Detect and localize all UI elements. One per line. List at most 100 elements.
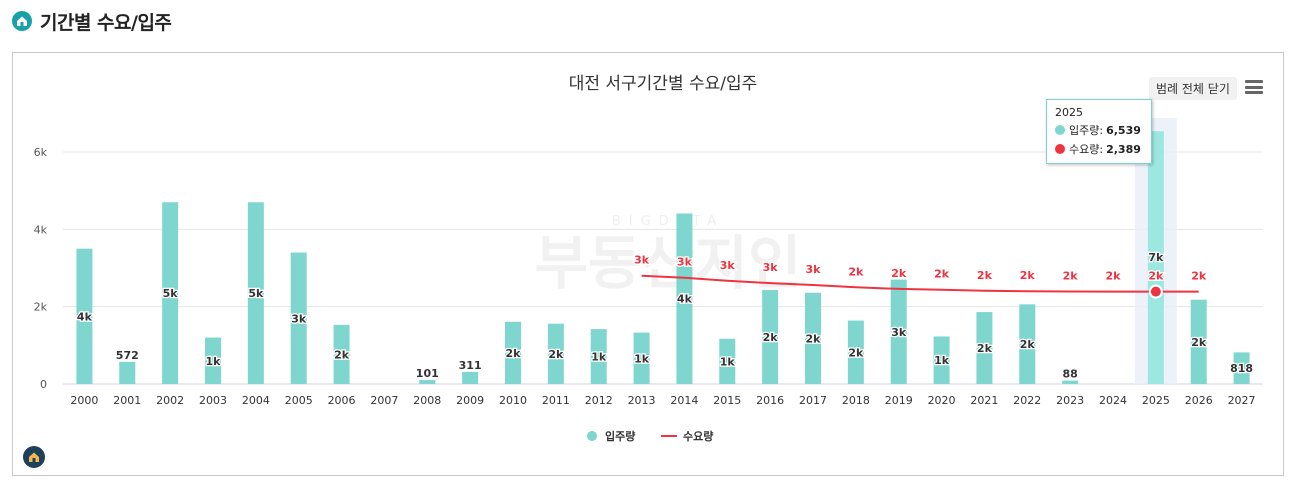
supply-bar (1062, 380, 1079, 384)
x-tick-label: 2010 (499, 394, 527, 407)
supply-data-label: 5k (248, 287, 264, 300)
brand-logo-icon[interactable] (23, 446, 45, 468)
hamburger-menu-icon[interactable] (1245, 80, 1263, 94)
supply-bar (462, 371, 479, 384)
x-tick-label: 2023 (1056, 394, 1084, 407)
tooltip-demand-value: 2,389 (1106, 142, 1141, 156)
supply-data-label: 1k (634, 352, 650, 365)
supply-bar (333, 324, 350, 384)
x-tick-label: 2018 (842, 394, 870, 407)
demand-data-label: 3k (763, 261, 779, 274)
x-tick-label: 2002 (156, 394, 184, 407)
supply-data-label: 5k (163, 287, 179, 300)
x-tick-label: 2006 (328, 394, 356, 407)
supply-bar (1019, 304, 1036, 384)
y-tick-label: 2k (34, 301, 48, 314)
x-tick-label: 2013 (628, 394, 656, 407)
supply-bar (247, 202, 264, 384)
supply-data-label: 2k (763, 331, 779, 344)
demand-data-label: 2k (848, 265, 864, 278)
supply-bar (547, 323, 564, 384)
page-header: 기간별 수요/입주 (12, 8, 172, 34)
supply-data-label: 2k (1191, 336, 1207, 349)
x-tick-label: 2026 (1185, 394, 1213, 407)
supply-bar (976, 312, 993, 384)
supply-bar (762, 290, 779, 384)
demand-data-label: 3k (720, 259, 736, 272)
demand-data-label: 2k (1148, 270, 1164, 283)
supply-data-label: 2k (977, 342, 993, 355)
x-tick-label: 2019 (885, 394, 913, 407)
demand-data-label: 3k (806, 263, 822, 276)
home-icon (12, 11, 32, 31)
y-tick-label: 6k (34, 146, 48, 159)
page-title: 기간별 수요/입주 (40, 11, 172, 34)
demand-data-label: 3k (634, 254, 650, 267)
supply-bar (76, 248, 93, 384)
tooltip-row-demand: 수요량: 2,389 (1055, 141, 1143, 157)
supply-bar (1233, 352, 1250, 384)
y-tick-label: 0 (40, 378, 47, 391)
supply-bar (847, 320, 864, 384)
supply-bar (676, 213, 693, 384)
supply-bar (290, 252, 307, 384)
x-tick-label: 2007 (370, 394, 398, 407)
tooltip-row-supply: 입주량: 6,539 (1055, 122, 1143, 138)
supply-bar (1147, 131, 1164, 384)
tooltip-supply-value: 6,539 (1106, 123, 1141, 137)
supply-data-label: 311 (459, 359, 482, 372)
x-tick-label: 2022 (1013, 394, 1041, 407)
supply-data-label: 1k (206, 355, 222, 368)
demand-data-label: 2k (1063, 270, 1079, 283)
supply-data-label: 4k (677, 293, 693, 306)
demand-line (641, 274, 1199, 293)
demand-data-label: 2k (1191, 270, 1207, 283)
supply-data-label: 2k (1020, 338, 1036, 351)
supply-bar (1190, 299, 1207, 384)
supply-bar (633, 332, 650, 384)
supply-bar (719, 338, 736, 384)
x-tick-label: 2025 (1142, 394, 1170, 407)
demand-dot-icon (1055, 144, 1065, 154)
x-tick-label: 2020 (928, 394, 956, 407)
x-tick-label: 2008 (413, 394, 441, 407)
supply-bar (505, 321, 521, 384)
x-tick-label: 2003 (199, 394, 227, 407)
x-tick-label: 2001 (113, 394, 141, 407)
demand-data-label: 2k (1020, 269, 1036, 282)
x-tick-label: 2005 (285, 394, 313, 407)
supply-data-label: 3k (291, 312, 307, 325)
supply-data-label: 2k (548, 348, 564, 361)
x-tick-label: 2016 (756, 394, 784, 407)
x-tick-label: 2024 (1099, 394, 1127, 407)
watermark-bottom: 부동산지인 (535, 229, 802, 297)
supply-data-label: 818 (1230, 362, 1253, 375)
x-tick-label: 2021 (970, 394, 998, 407)
supply-bar (205, 337, 221, 384)
supply-bar (933, 336, 950, 384)
supply-data-label: 2k (806, 332, 822, 345)
x-tick-label: 2015 (713, 394, 741, 407)
x-tick-label: 2011 (542, 394, 570, 407)
supply-data-label: 101 (416, 367, 439, 380)
supply-data-label: 4k (77, 310, 93, 323)
supply-data-label: 1k (934, 354, 950, 367)
supply-data-label: 88 (1062, 368, 1077, 381)
tooltip-supply-label: 입주량: (1069, 124, 1104, 137)
supply-bar (162, 202, 179, 384)
supply-bar (419, 380, 436, 384)
watermark-top: BIGDATA (612, 214, 724, 229)
supply-data-label: 3k (891, 326, 907, 339)
legend-demand-label: 수요량 (683, 430, 713, 443)
legend-supply-label: 입주량 (605, 430, 635, 443)
demand-data-label: 2k (891, 267, 907, 280)
supply-bar (590, 329, 607, 384)
chart-panel: 대전 서구기간별 수요/입주 BIGDATA 부동산지인 0 2k 4k 6k 4k 572 5k… (12, 52, 1284, 476)
supply-data-label: 7k (1148, 251, 1164, 264)
supply-data-label: 572 (116, 349, 139, 362)
legend-toggle-button[interactable]: 범례 전체 닫기 (1149, 77, 1237, 100)
supply-bar (890, 279, 907, 384)
demand-data-label: 2k (977, 269, 993, 282)
supply-data-label: 2k (334, 348, 350, 361)
y-tick-label: 4k (34, 223, 48, 236)
